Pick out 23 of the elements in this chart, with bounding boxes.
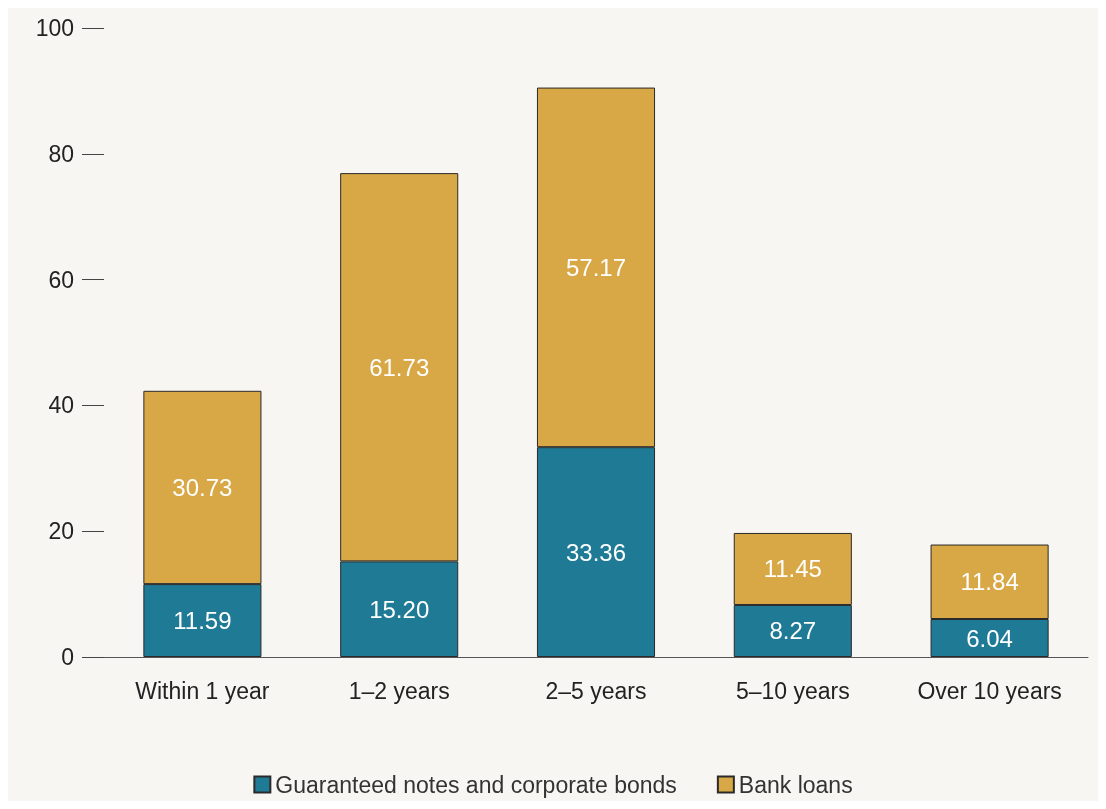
y-tick-label: 40 xyxy=(48,392,74,419)
data-label: 6.04 xyxy=(966,624,1013,652)
data-label: 61.73 xyxy=(369,353,430,381)
x-tick-label: Within 1 year xyxy=(135,677,270,704)
x-tick-label: 2–5 years xyxy=(545,677,647,704)
data-label: 8.27 xyxy=(769,617,817,645)
data-label: 57.17 xyxy=(565,253,627,281)
legend-label: Bank loans xyxy=(738,771,853,798)
data-label: 11.84 xyxy=(960,568,1019,596)
data-label: 30.73 xyxy=(172,473,233,501)
y-tick-label: 60 xyxy=(48,266,74,293)
x-tick-label: 1–2 years xyxy=(348,677,450,704)
y-tick-label: 20 xyxy=(48,518,74,545)
x-tick-label: 5–10 years xyxy=(735,677,850,704)
data-label: 11.59 xyxy=(173,607,232,635)
x-tick-label: Over 10 years xyxy=(917,677,1062,704)
legend-label: Guaranteed notes and corporate bonds xyxy=(275,771,677,798)
y-tick-label: 0 xyxy=(61,644,74,670)
data-label: 33.36 xyxy=(565,538,627,566)
data-label: 15.20 xyxy=(369,595,430,623)
y-tick-label: 100 xyxy=(35,15,74,41)
y-tick-label: 80 xyxy=(48,140,74,167)
data-label: 11.45 xyxy=(763,555,822,583)
